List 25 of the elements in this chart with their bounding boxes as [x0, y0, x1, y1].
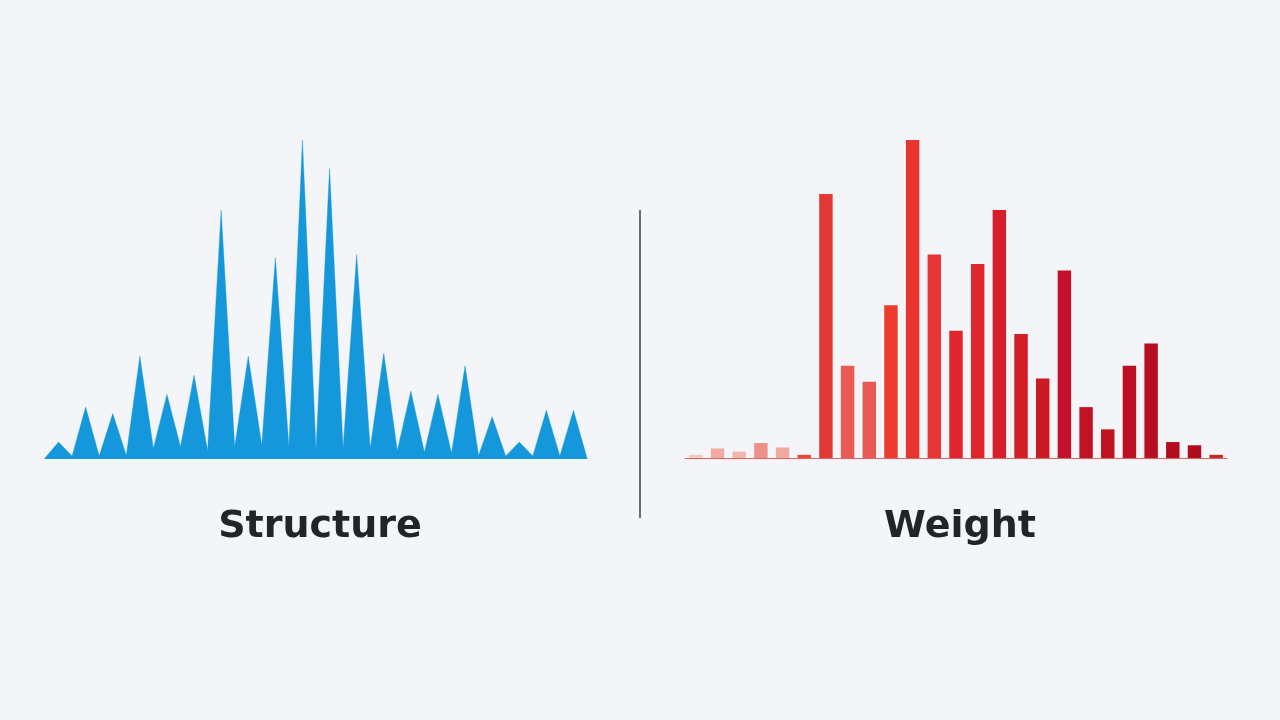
- bar: [1122, 365, 1137, 458]
- bar: [1144, 343, 1158, 458]
- bar: [732, 451, 746, 458]
- bar: [819, 194, 833, 458]
- bar: [710, 448, 725, 458]
- bar: [905, 140, 920, 458]
- bar: [949, 330, 963, 458]
- bar: [754, 443, 768, 458]
- bar: [1209, 454, 1223, 458]
- bar: [1101, 429, 1115, 458]
- bar: [1166, 442, 1180, 458]
- bar: [884, 305, 898, 458]
- bar: [1036, 378, 1050, 458]
- text: Weight: [884, 502, 1036, 546]
- bar: [927, 254, 942, 458]
- bar: [1014, 333, 1028, 458]
- bar: [797, 454, 811, 458]
- text: Structure: [218, 502, 422, 546]
- bar: [689, 454, 703, 458]
- bar: [992, 209, 1007, 458]
- bar: [1079, 407, 1093, 458]
- bar: [970, 264, 985, 458]
- bar: [1187, 445, 1202, 458]
- bar: [1057, 270, 1072, 458]
- bar: [775, 447, 790, 458]
